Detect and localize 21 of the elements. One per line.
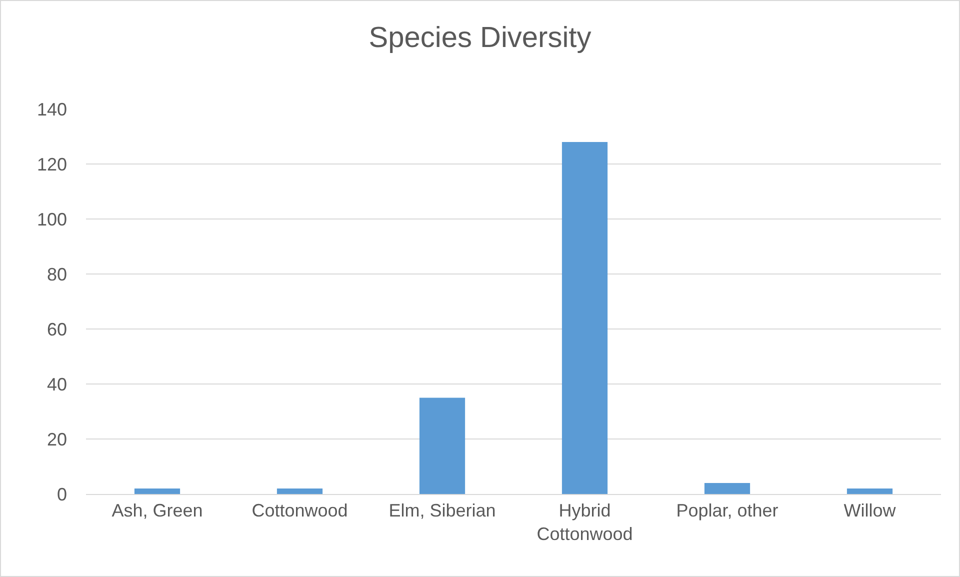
x-tick-label: Elm, Siberian — [388, 500, 496, 521]
y-tick-label: 40 — [46, 374, 67, 394]
y-tick-label: 20 — [46, 429, 67, 450]
chart-title: Species Diversity — [368, 22, 592, 54]
bar — [704, 483, 750, 494]
x-tick-label: Hybrid Cottonwood — [536, 500, 633, 544]
y-tick-label: 0 — [56, 484, 67, 504]
x-tick-label: Cottonwood — [252, 500, 348, 521]
x-tick-label: Willow — [844, 500, 897, 521]
bar — [846, 488, 893, 494]
bar — [419, 398, 466, 494]
bar — [276, 488, 323, 494]
bar — [562, 142, 608, 494]
y-tick-label: 120 — [36, 154, 67, 174]
y-tick-label: 100 — [36, 209, 67, 230]
y-tick-label: 140 — [36, 99, 67, 120]
y-tick-label: 80 — [46, 264, 67, 284]
x-tick-label: Ash, Green — [112, 500, 203, 521]
x-tick-label: Poplar, other — [676, 500, 778, 521]
bar — [134, 488, 180, 494]
y-tick-label: 60 — [46, 319, 67, 340]
